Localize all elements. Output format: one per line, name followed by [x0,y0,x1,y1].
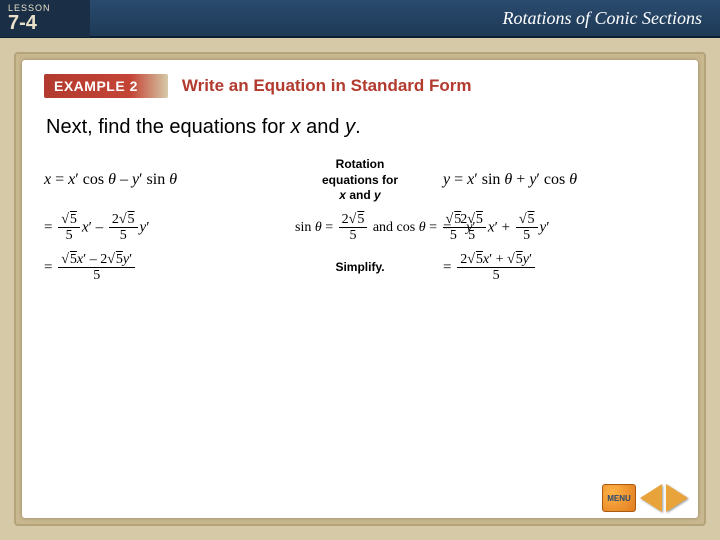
content-panel: EXAMPLE 2 Write an Equation in Standard … [22,60,698,518]
next-button[interactable] [666,484,688,512]
lesson-number: 7-4 [8,13,90,33]
instruction-text: Next, find the equations for x and y. [46,116,676,139]
example-heading-row: EXAMPLE 2 Write an Equation in Standard … [44,74,676,98]
content-frame: EXAMPLE 2 Write an Equation in Standard … [14,52,706,526]
instruction-prefix: Next, find the equations for [46,116,291,138]
menu-button[interactable]: MENU [602,484,636,512]
note-rotation: Rotationequations forx and y [295,157,425,204]
instruction-and: and [301,116,345,138]
eq-sin-cos-values: sin θ = 2√55 and cos θ = √55y′ [295,212,425,244]
math-grid: x = x′ cos θ – y′ sin θ Rotationequation… [44,157,676,283]
instruction-x: x [291,116,301,138]
eq-y-rotation: y = x′ sin θ + y′ cos θ [443,171,676,189]
prev-button[interactable] [640,484,662,512]
eq-x-substituted: = √55x′ – 2√55y′ [44,212,277,244]
instruction-suffix: . [355,116,361,138]
lesson-badge: LESSON 7-4 [0,0,90,37]
example-title: Write an Equation in Standard Form [182,76,472,96]
header-title: Rotations of Conic Sections [503,8,703,29]
example-badge: EXAMPLE 2 [44,74,168,98]
page-header: LESSON 7-4 Rotations of Conic Sections [0,0,720,38]
eq-y-simplified: = 2√5x′ + √5y′5 [443,252,676,284]
nav-controls: MENU [602,484,688,512]
eq-x-simplified: = √5x′ – 2√5y′5 [44,252,277,284]
note-simplify: Simplify. [295,260,425,276]
instruction-y: y [345,116,355,138]
eq-x-rotation: x = x′ cos θ – y′ sin θ [44,171,277,189]
eq-y-substituted: = 2√55x′ + √55y′ [443,212,676,244]
